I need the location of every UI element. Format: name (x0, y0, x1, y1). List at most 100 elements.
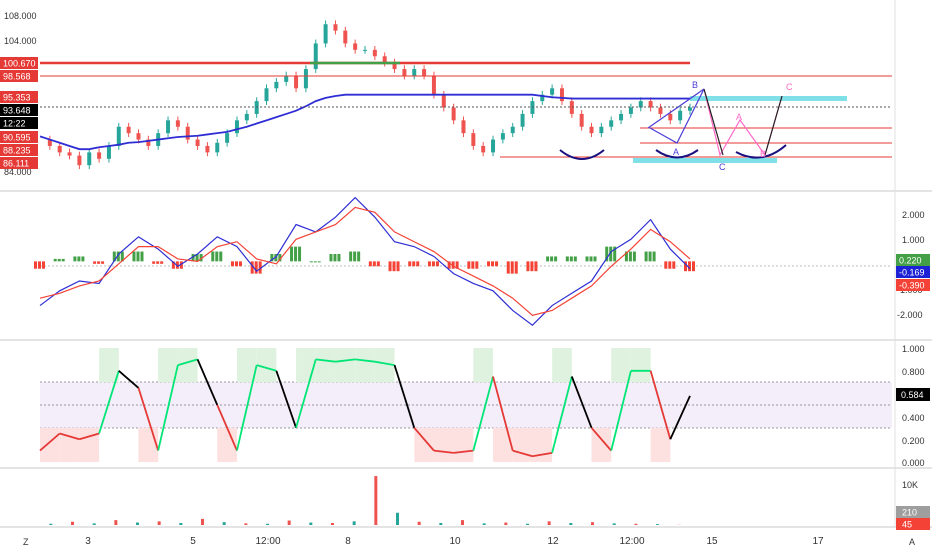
osc-overbought-zone (630, 348, 651, 383)
osc-line-segment (393, 364, 416, 429)
candle-body (225, 133, 230, 143)
macd-hist-bar (77, 256, 81, 262)
macd-hist-bar (530, 261, 534, 272)
candle-body (530, 101, 535, 114)
osc-line-segment (355, 358, 375, 363)
osc-line-segment (59, 432, 80, 441)
macd-value-badge (896, 254, 930, 266)
candle-body (412, 69, 417, 76)
macd-hist-bar (613, 246, 617, 262)
time-tick: 3 (85, 536, 91, 547)
volume-bar (244, 523, 248, 525)
osc-line-segment (492, 376, 514, 451)
macd-value: -0.169 (899, 268, 925, 278)
time-tick: 12:00 (255, 536, 280, 547)
zoom-button[interactable] (20, 534, 34, 548)
macd-hist-bar (101, 261, 105, 264)
macd-hist-bar (156, 261, 160, 264)
price-panel[interactable]: B A C A B C (39, 20, 892, 172)
time-tick: 15 (706, 536, 718, 547)
volume-bar (92, 523, 96, 525)
osc-oversold-zone (532, 427, 553, 462)
osc-line (39, 358, 691, 458)
macd-hist-bar (491, 261, 495, 267)
time-axis[interactable]: 3 5 12:00 8 10 12 12:00 15 17 (85, 536, 824, 547)
candle-body (106, 145, 111, 159)
osc-line-segment (453, 449, 474, 454)
volume-bar (309, 522, 313, 525)
candle-body (658, 107, 663, 114)
macd-hist-bar (565, 256, 569, 262)
pattern-arc[interactable] (559, 149, 605, 160)
macd-hist-bar (97, 261, 101, 264)
candle-body (87, 152, 92, 166)
candle-body (205, 145, 210, 153)
pattern-label: A (673, 147, 679, 157)
oscillator-panel[interactable] (39, 348, 892, 462)
candle-body (264, 88, 269, 102)
osc-tick: 0.200 (902, 436, 925, 446)
osc-line-segment (216, 404, 238, 451)
price-level-value: 86.111 (3, 159, 29, 169)
candle-body (372, 49, 377, 57)
candle-body (166, 120, 171, 134)
pattern-xab[interactable] (647, 88, 705, 144)
osc-overbought-zone (296, 348, 316, 383)
target-zone[interactable] (690, 96, 847, 101)
macd-hist-bar (171, 261, 175, 269)
macd-hist-bar (416, 261, 420, 267)
candle-body (540, 94, 545, 102)
macd-hist-bar (554, 256, 558, 262)
pattern-arrow[interactable] (703, 88, 724, 156)
macd-hist-bar (510, 261, 514, 274)
pattern-arc[interactable] (735, 144, 787, 159)
macd-hist-bar (447, 261, 451, 269)
osc-overbought-zone (236, 348, 257, 383)
macd-hist-bar (506, 261, 510, 274)
volume-bar (591, 522, 594, 525)
osc-tick: 0.000 (902, 458, 925, 468)
candle-body (599, 126, 604, 134)
volume-panel[interactable] (49, 476, 681, 525)
target-zone[interactable] (633, 158, 777, 163)
price-level-badge (0, 117, 38, 129)
volume-bar (114, 520, 118, 525)
macd-hist-bar (605, 246, 609, 262)
volume-tick: 10K (902, 480, 918, 490)
macd-hist-bar (593, 256, 597, 262)
volume-value-badge (896, 518, 930, 530)
osc-line-segment (551, 376, 573, 454)
candle-body (559, 88, 564, 102)
candle-body (678, 110, 683, 121)
osc-line-segment (590, 427, 612, 452)
volume-bar (547, 521, 551, 525)
candle-body (569, 101, 574, 114)
macd-badges: 0.220 -0.169 -0.390 (896, 254, 930, 291)
macd-hist-bar (431, 261, 435, 267)
pattern-arc[interactable] (655, 149, 699, 159)
macd-hist-bar (573, 256, 577, 262)
osc-oversold-zone (650, 427, 671, 462)
macd-hist-bar (668, 261, 672, 269)
candle-body (628, 107, 633, 114)
macd-hist-bar (81, 256, 85, 262)
macd-hist-bar (514, 261, 518, 274)
harmonic-pattern[interactable] (559, 88, 787, 160)
osc-line-segment (39, 432, 61, 452)
auto-scale-button[interactable] (906, 534, 920, 548)
time-tick: 5 (190, 536, 196, 547)
macd-hist-bar (274, 254, 278, 262)
osc-line-segment (79, 432, 100, 441)
price-level-badge (0, 144, 38, 156)
macd-hist-bar (152, 261, 156, 264)
candle-body (619, 113, 624, 121)
pattern-arrow[interactable] (764, 95, 783, 156)
candle-body (520, 113, 525, 127)
time-tick: 12 (547, 536, 559, 547)
volume-bar (396, 512, 399, 525)
macd-hist-bar (632, 251, 636, 262)
macd-panel[interactable] (34, 196, 892, 326)
volume-bar (136, 522, 139, 525)
osc-line-segment (275, 370, 297, 429)
macd-hist-bar (230, 261, 234, 267)
